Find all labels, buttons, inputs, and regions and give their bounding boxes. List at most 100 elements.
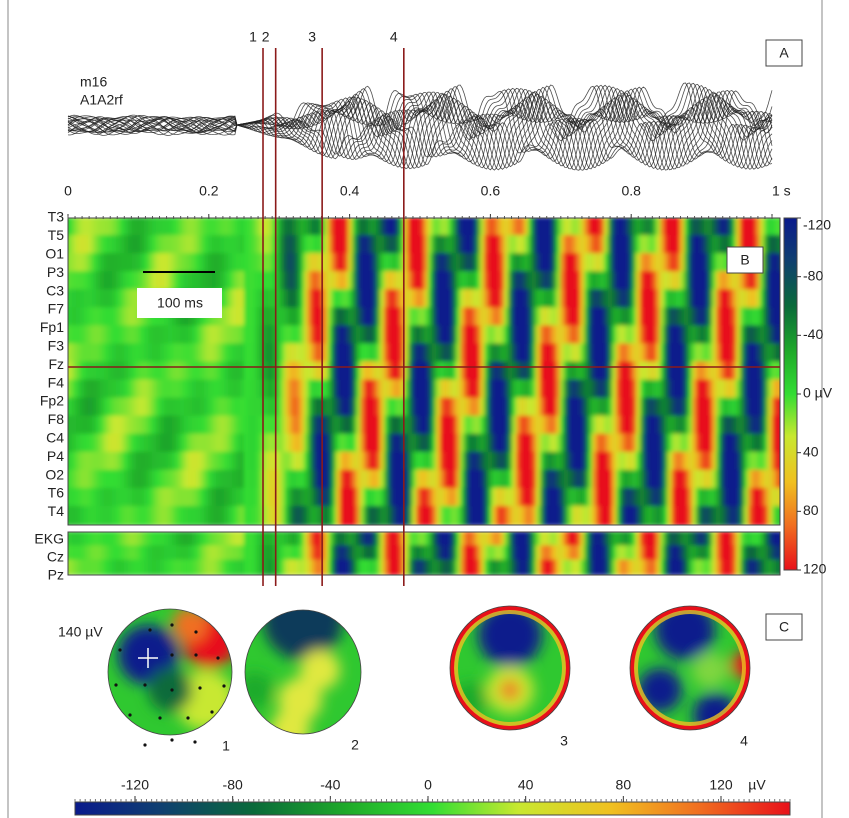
cell bbox=[544, 380, 549, 400]
cell bbox=[228, 488, 233, 508]
cell bbox=[412, 416, 417, 436]
traces bbox=[68, 83, 772, 170]
cell bbox=[232, 253, 237, 273]
cell bbox=[576, 452, 581, 472]
cell bbox=[572, 560, 577, 576]
cell bbox=[196, 235, 201, 255]
cell bbox=[740, 488, 745, 508]
cell bbox=[228, 560, 233, 576]
cell bbox=[364, 253, 369, 273]
cell bbox=[444, 470, 449, 490]
cell bbox=[672, 361, 677, 381]
cell bbox=[88, 545, 93, 561]
cell bbox=[120, 253, 125, 273]
cell bbox=[708, 531, 713, 547]
cell bbox=[724, 488, 729, 508]
cell bbox=[440, 488, 445, 508]
cell bbox=[156, 398, 161, 418]
cell bbox=[596, 217, 601, 237]
cell bbox=[424, 416, 429, 436]
cell bbox=[160, 253, 165, 273]
cell bbox=[484, 271, 489, 291]
cell bbox=[316, 506, 321, 526]
cell bbox=[84, 235, 89, 255]
x-tick-label: 0.4 bbox=[340, 183, 360, 199]
cell bbox=[136, 325, 141, 345]
cell bbox=[104, 416, 109, 436]
cell bbox=[516, 289, 521, 309]
cell bbox=[752, 416, 757, 436]
cell bbox=[136, 545, 141, 561]
cell bbox=[592, 361, 597, 381]
cell bbox=[544, 343, 549, 363]
cell bbox=[164, 560, 169, 576]
cell bbox=[180, 470, 185, 490]
cell bbox=[476, 506, 481, 526]
cell bbox=[324, 325, 329, 345]
cell bbox=[684, 217, 689, 237]
cell bbox=[352, 253, 357, 273]
cell bbox=[764, 398, 769, 418]
cell bbox=[332, 488, 337, 508]
cell bbox=[208, 343, 213, 363]
cell bbox=[96, 398, 101, 418]
cell bbox=[664, 545, 669, 561]
blob bbox=[263, 580, 343, 660]
cell bbox=[100, 560, 105, 576]
cell bbox=[232, 416, 237, 436]
cell bbox=[760, 217, 765, 237]
cell bbox=[580, 289, 585, 309]
cell bbox=[236, 343, 241, 363]
cell bbox=[728, 434, 733, 454]
cell bbox=[484, 545, 489, 561]
cell bbox=[88, 416, 93, 436]
cell bbox=[248, 434, 253, 454]
cell bbox=[608, 217, 613, 237]
cell bbox=[196, 361, 201, 381]
cell bbox=[480, 307, 485, 327]
cell bbox=[712, 398, 717, 418]
cell bbox=[476, 545, 481, 561]
cell bbox=[476, 307, 481, 327]
cell bbox=[508, 545, 513, 561]
cell bbox=[616, 253, 621, 273]
cell bbox=[688, 488, 693, 508]
cell bbox=[332, 289, 337, 309]
cell bbox=[160, 380, 165, 400]
cell bbox=[520, 416, 525, 436]
cell bbox=[520, 434, 525, 454]
cell bbox=[464, 470, 469, 490]
cell bbox=[708, 217, 713, 237]
cell bbox=[408, 361, 413, 381]
cell bbox=[288, 307, 293, 327]
cell bbox=[524, 560, 529, 576]
cell bbox=[340, 271, 345, 291]
cell bbox=[432, 416, 437, 436]
cell bbox=[572, 531, 577, 547]
cell bbox=[224, 470, 229, 490]
cell bbox=[660, 398, 665, 418]
cell bbox=[700, 343, 705, 363]
cell bbox=[292, 506, 297, 526]
cell bbox=[568, 398, 573, 418]
cell bbox=[724, 506, 729, 526]
cell bbox=[276, 545, 281, 561]
cell bbox=[544, 545, 549, 561]
cell bbox=[276, 235, 281, 255]
cell bbox=[284, 560, 289, 576]
cell bbox=[768, 217, 773, 237]
cell bbox=[144, 325, 149, 345]
cell bbox=[268, 253, 273, 273]
cell bbox=[588, 434, 593, 454]
cell bbox=[132, 560, 137, 576]
cell bbox=[492, 531, 497, 547]
cell bbox=[556, 307, 561, 327]
cell bbox=[764, 325, 769, 345]
cell bbox=[404, 398, 409, 418]
cell bbox=[148, 470, 153, 490]
cell bbox=[684, 545, 689, 561]
cell bbox=[432, 531, 437, 547]
cell bbox=[356, 380, 361, 400]
cell bbox=[768, 289, 773, 309]
cell bbox=[672, 560, 677, 576]
